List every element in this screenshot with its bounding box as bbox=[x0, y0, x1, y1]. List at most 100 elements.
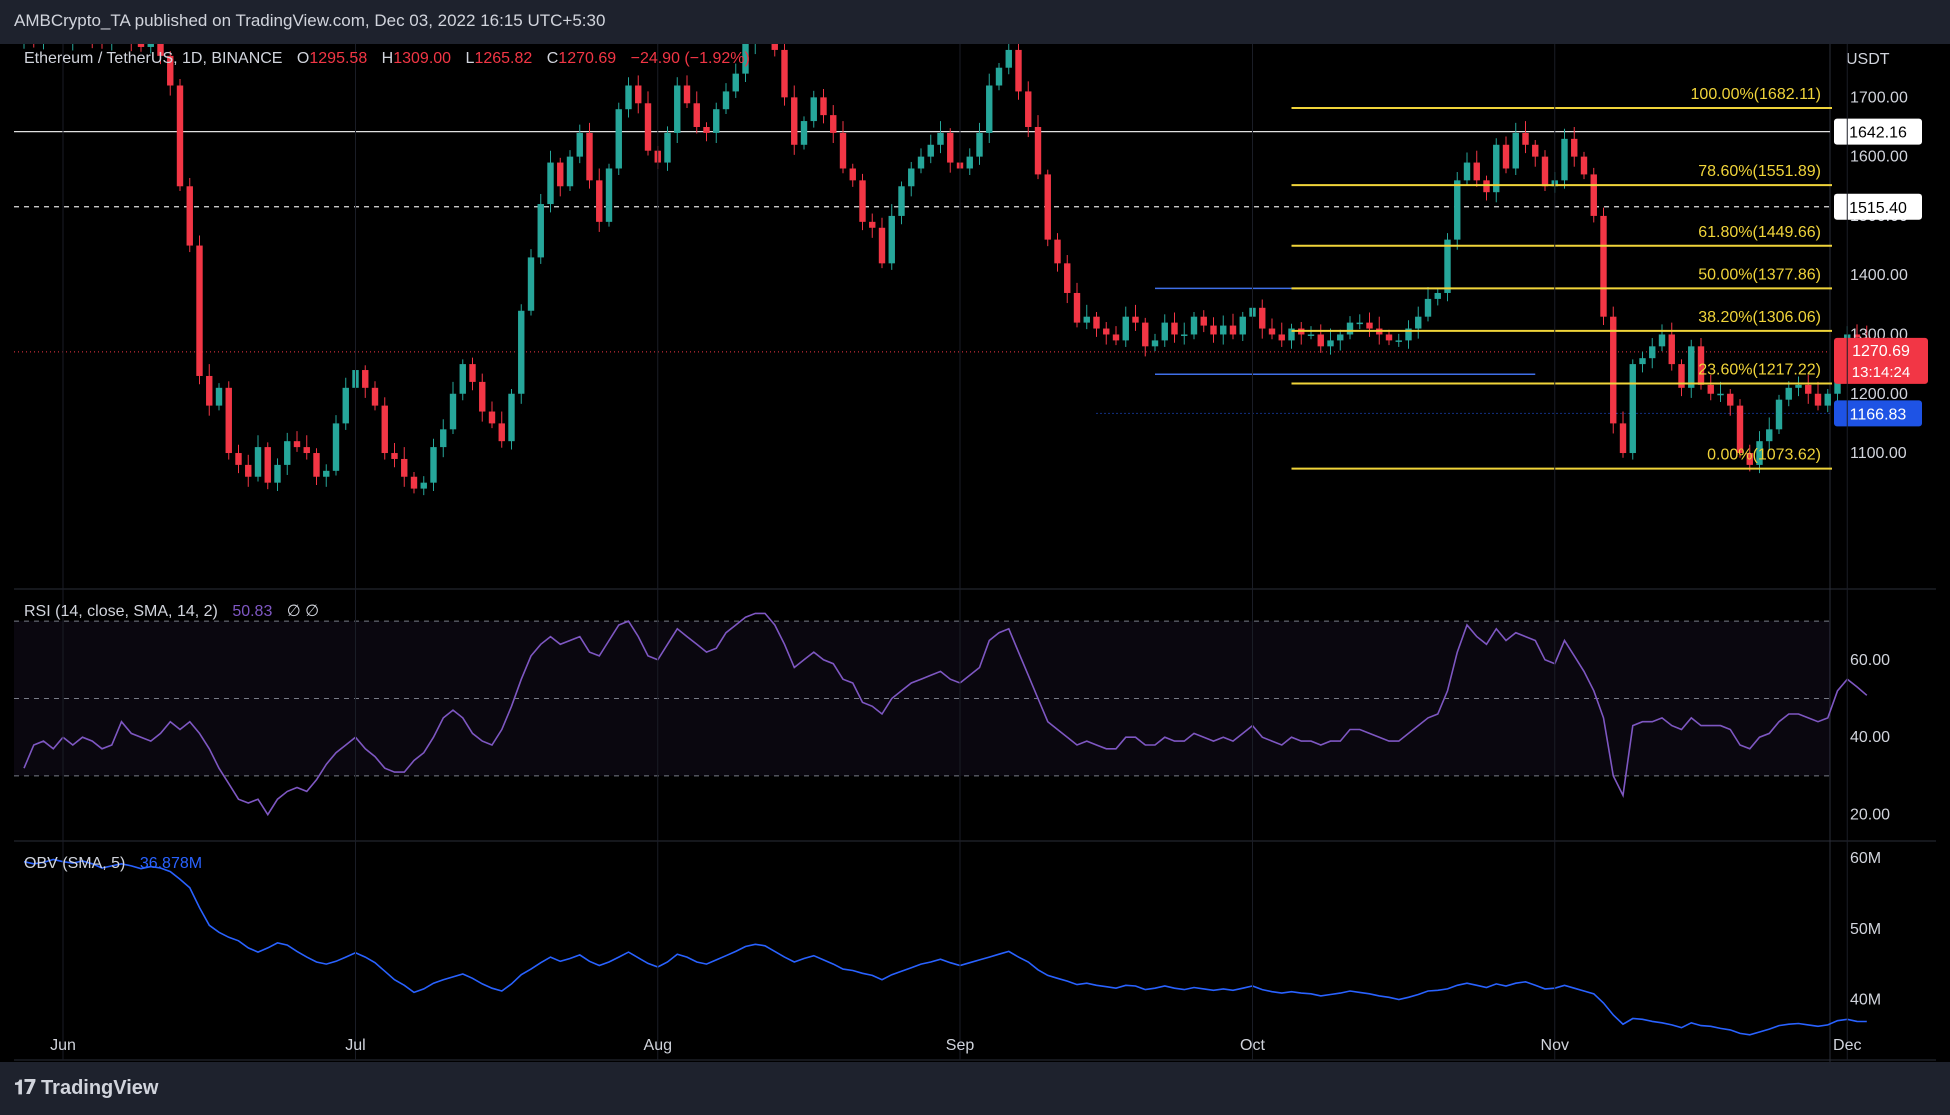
candle bbox=[1025, 91, 1032, 127]
candle bbox=[839, 132, 847, 169]
fib-label-4: 38.20%(1306.06) bbox=[1698, 309, 1821, 326]
candle bbox=[1122, 316, 1129, 341]
chart-area[interactable]: 100.00%(1682.11) 78.60%(1551.89) 61.80%(14… bbox=[14, 8, 1936, 1062]
candle bbox=[401, 458, 408, 477]
candle bbox=[1327, 340, 1334, 347]
candle bbox=[995, 67, 1003, 86]
chart-svg[interactable]: 100.00%(1682.11) 78.60%(1551.89) 61.80%(14… bbox=[14, 8, 1936, 1062]
candle bbox=[1600, 215, 1607, 317]
brand-label: TradingView bbox=[41, 1077, 159, 1099]
candle bbox=[254, 447, 262, 477]
candle bbox=[605, 168, 613, 222]
candle bbox=[274, 464, 281, 483]
candle bbox=[1590, 174, 1597, 216]
month-label: Aug bbox=[644, 1037, 672, 1054]
candle bbox=[1259, 307, 1266, 329]
month-label: Nov bbox=[1541, 1037, 1569, 1054]
rsi-tick: 60.00 bbox=[1850, 652, 1890, 669]
obv-legend: OBV (SMA, 5) 36.878M bbox=[24, 855, 202, 872]
candle bbox=[186, 186, 193, 246]
candle bbox=[674, 85, 681, 133]
rsi-pane[interactable] bbox=[14, 612, 1868, 817]
candle bbox=[1707, 384, 1714, 394]
rsi-legend: RSI (14, close, SMA, 14, 2) 50.83 ∅ ∅ bbox=[24, 603, 319, 620]
change-value: −24.90 (−1.92%) bbox=[631, 50, 750, 67]
candle bbox=[206, 375, 213, 406]
fib-label-3: 50.00%(1377.86) bbox=[1698, 266, 1821, 283]
tradingview-logo[interactable]: 𝟏𝟳 TradingView bbox=[14, 1075, 159, 1100]
candle bbox=[1502, 144, 1510, 169]
price-tick: 1700.00 bbox=[1850, 89, 1908, 106]
low-label: L bbox=[466, 50, 475, 67]
candle bbox=[878, 227, 886, 264]
candle bbox=[362, 370, 369, 388]
candle bbox=[927, 144, 934, 157]
candle bbox=[371, 387, 379, 406]
candle bbox=[888, 215, 895, 264]
candle bbox=[1151, 340, 1159, 347]
candle bbox=[1346, 322, 1354, 335]
candle bbox=[566, 156, 574, 187]
candle bbox=[732, 73, 739, 92]
candle bbox=[683, 85, 691, 104]
candle bbox=[1766, 429, 1773, 442]
obv-pane[interactable] bbox=[23, 858, 1867, 1036]
candle bbox=[1824, 393, 1831, 406]
candle bbox=[1658, 334, 1666, 347]
candle bbox=[1473, 162, 1480, 181]
candle bbox=[1288, 328, 1295, 341]
candle bbox=[1015, 49, 1022, 92]
candle bbox=[323, 470, 330, 477]
tv-logo-icon: 𝟏𝟳 bbox=[14, 1077, 37, 1099]
candle bbox=[1093, 316, 1100, 329]
candle bbox=[1356, 322, 1363, 325]
candle bbox=[449, 393, 457, 430]
candle bbox=[576, 132, 583, 157]
obv-tick: 60M bbox=[1850, 850, 1881, 867]
candle bbox=[1512, 132, 1519, 169]
candle bbox=[1083, 316, 1090, 323]
candle bbox=[937, 132, 944, 145]
candle bbox=[459, 364, 466, 394]
price-badge-label-2: 1166.83 bbox=[1850, 406, 1907, 423]
candle bbox=[1161, 322, 1168, 341]
candle bbox=[518, 310, 525, 394]
axes: USDT1700.001600.001500.001400.001300.001… bbox=[50, 44, 1928, 1060]
candle bbox=[1493, 144, 1500, 193]
candle bbox=[245, 464, 252, 477]
fib-label-5: 23.60%(1217.22) bbox=[1698, 362, 1821, 379]
candle bbox=[1103, 328, 1110, 335]
candle bbox=[1044, 174, 1051, 240]
candle bbox=[284, 441, 291, 465]
candle bbox=[1483, 180, 1490, 193]
candle bbox=[1775, 399, 1783, 430]
candle bbox=[947, 132, 954, 163]
candle bbox=[908, 168, 915, 187]
price-pane[interactable]: 100.00%(1682.11) 78.60%(1551.89) 61.80%(14… bbox=[14, 8, 1870, 496]
fib-label-0: 100.00%(1682.11) bbox=[1691, 86, 1821, 103]
candle bbox=[1756, 441, 1763, 465]
candle bbox=[1278, 334, 1285, 341]
rsi-tick: 20.00 bbox=[1850, 807, 1890, 824]
candle bbox=[1229, 325, 1237, 335]
candle bbox=[508, 393, 515, 442]
high-label: H bbox=[382, 50, 394, 67]
candle bbox=[1668, 334, 1675, 365]
candle bbox=[176, 85, 184, 187]
candle bbox=[800, 121, 808, 145]
candle bbox=[537, 204, 544, 258]
candle bbox=[1200, 316, 1207, 326]
candle bbox=[469, 364, 476, 382]
candle bbox=[1073, 292, 1081, 323]
candle bbox=[791, 97, 798, 145]
candle bbox=[1444, 239, 1451, 293]
publish-info: AMBCrypto_TA published on TradingView.co… bbox=[14, 11, 606, 30]
candle bbox=[342, 387, 349, 424]
rsi-label: RSI (14, close, SMA, 14, 2) bbox=[24, 603, 218, 620]
candle bbox=[849, 168, 856, 181]
candle bbox=[479, 381, 486, 412]
candle bbox=[810, 97, 817, 122]
obv-tick: 40M bbox=[1850, 991, 1881, 1008]
price-tick: 1600.00 bbox=[1850, 149, 1908, 166]
candle bbox=[1395, 340, 1402, 342]
